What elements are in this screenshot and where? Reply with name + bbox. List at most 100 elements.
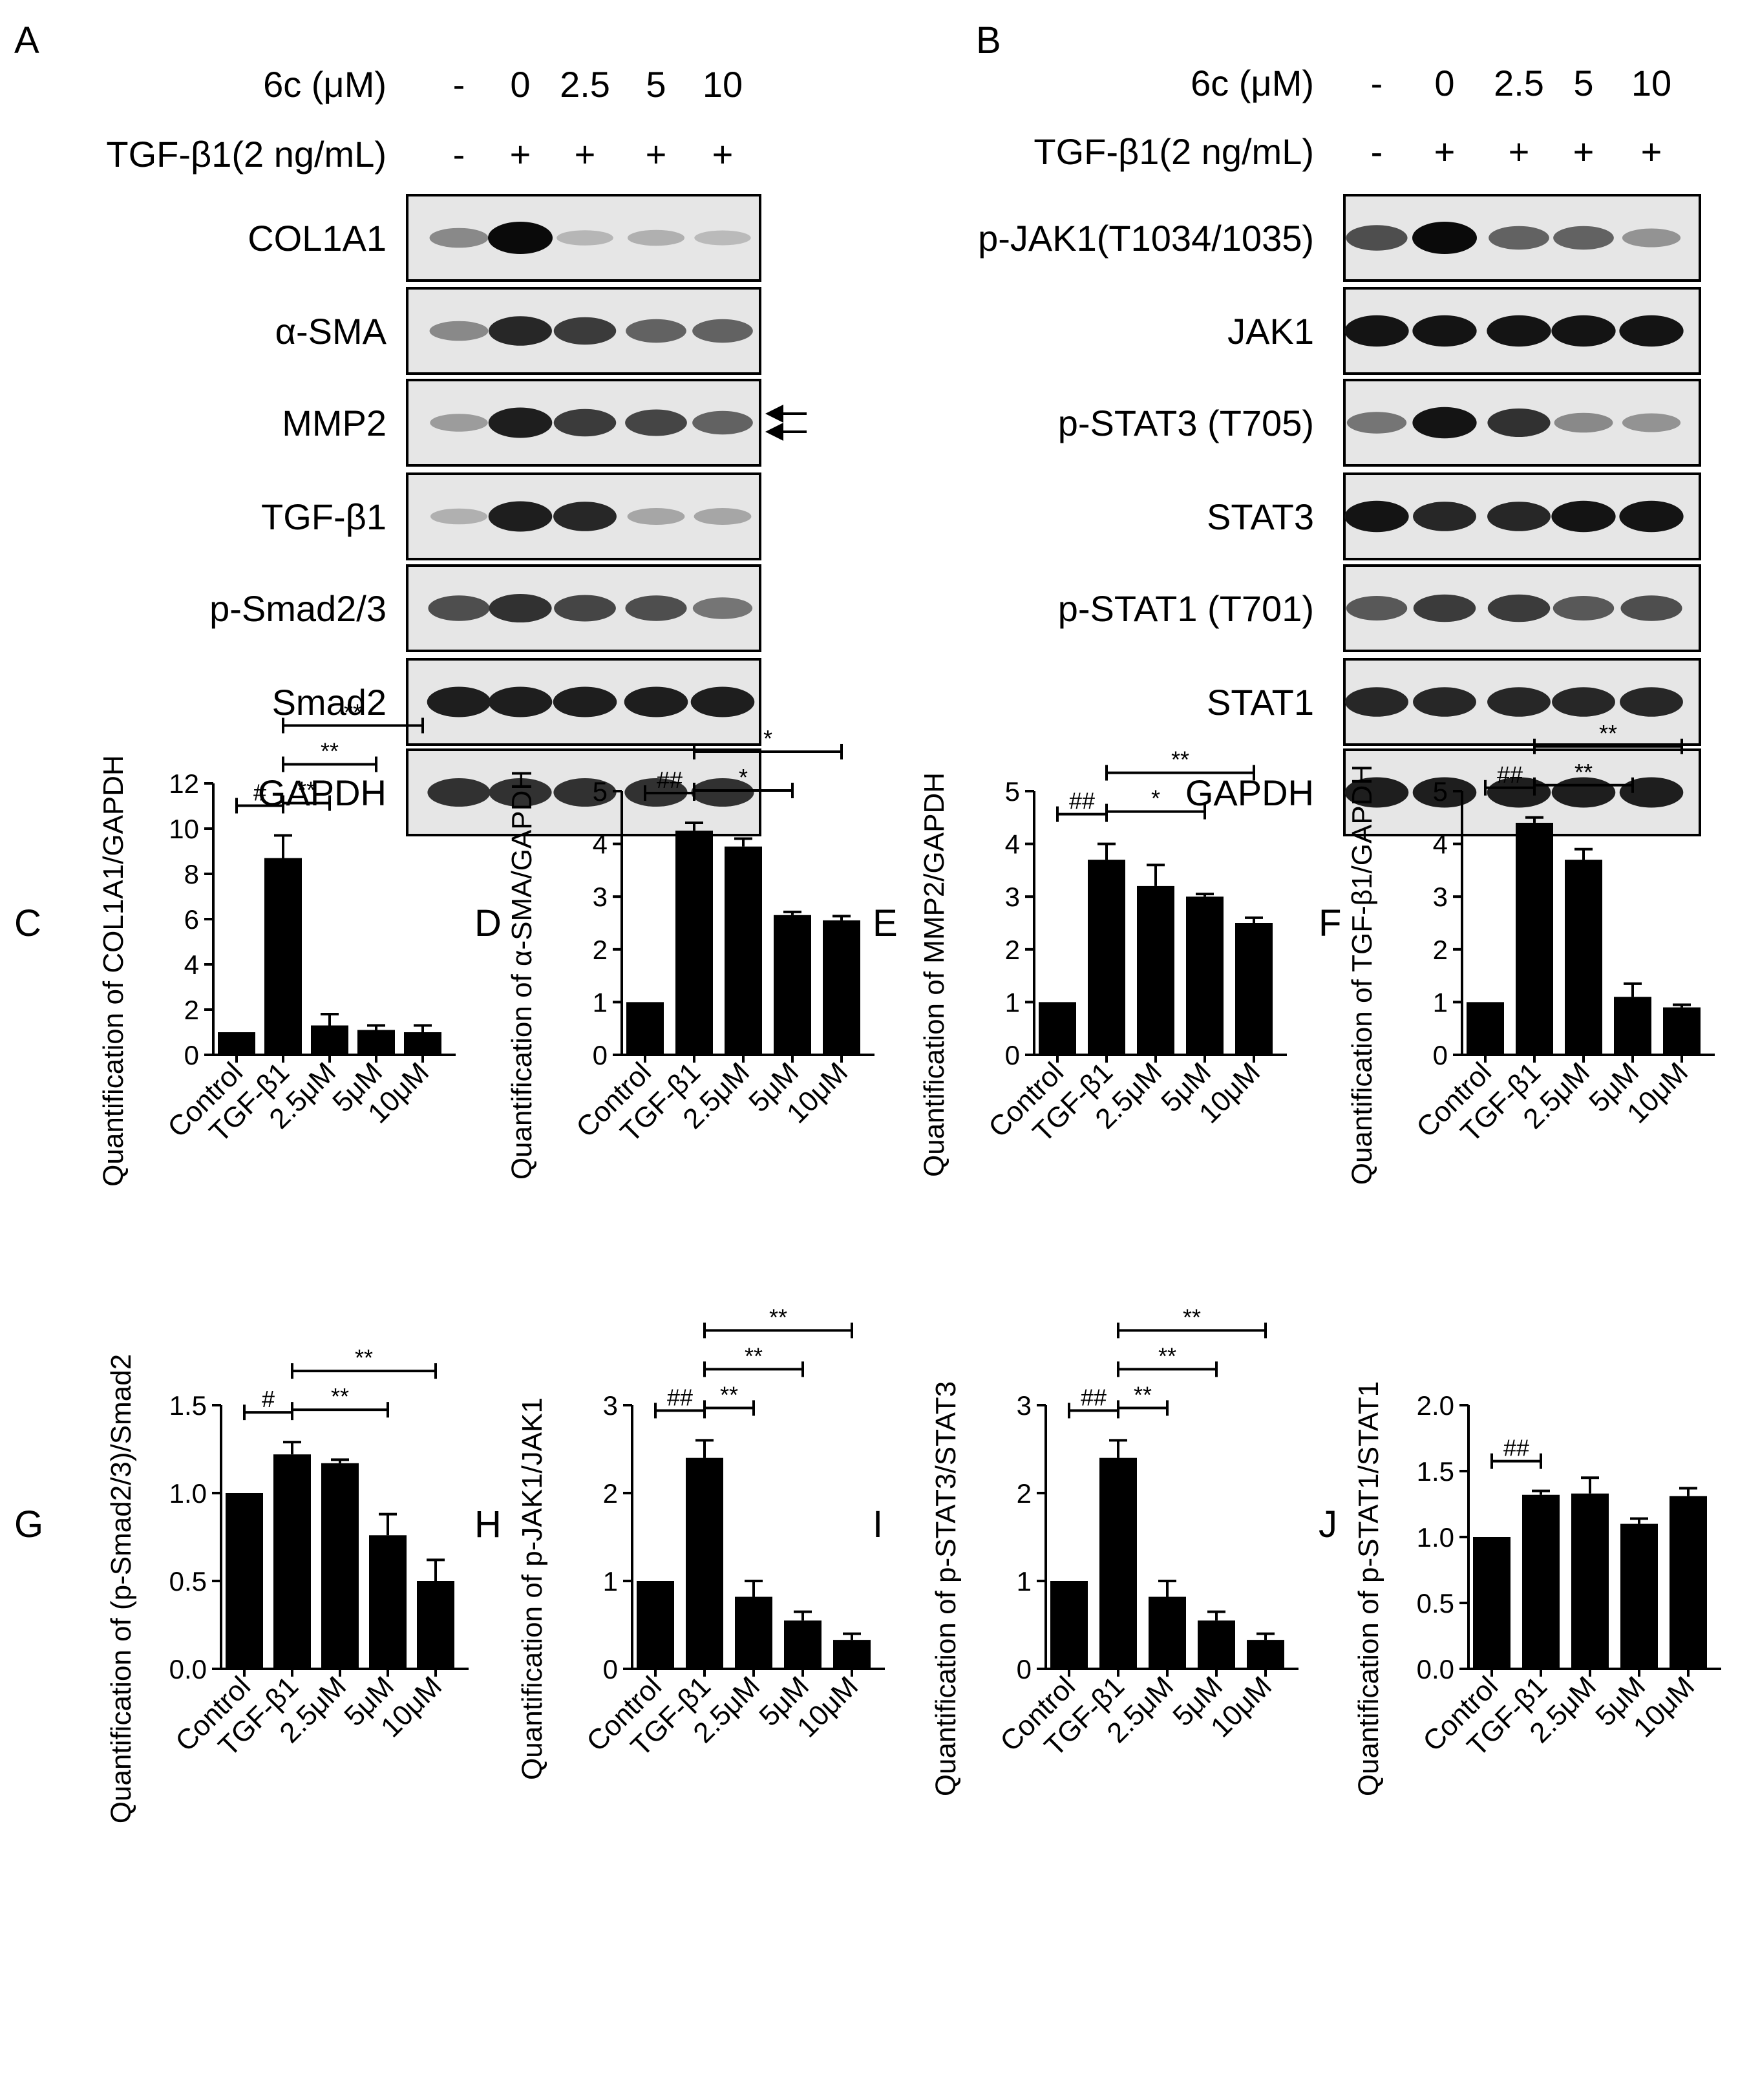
y-axis-label: Quantification of COL1A1/GAPDH: [98, 755, 129, 1187]
y-tick-label: 1.0: [1417, 1522, 1454, 1553]
y-tick-label: 2.0: [1417, 1390, 1454, 1421]
blot-band: [625, 595, 687, 621]
blot-band: [489, 594, 552, 622]
significance-label: **: [1574, 759, 1593, 785]
panel-letter: F: [1319, 902, 1341, 944]
treatment-value: 2.5: [1494, 63, 1544, 103]
bar: [1137, 886, 1174, 1055]
y-tick-label: 1: [603, 1566, 618, 1596]
bar: [1467, 1002, 1504, 1055]
bar: [1620, 1523, 1658, 1669]
y-tick-label: 4: [184, 949, 199, 980]
y-tick-label: 5: [593, 776, 608, 807]
y-tick-label: 5: [1005, 776, 1020, 807]
bar: [823, 920, 860, 1055]
panel-letter: C: [14, 902, 41, 944]
treatment-value: +: [575, 134, 596, 175]
blot-label: GAPDH: [258, 772, 387, 813]
blot-band: [489, 778, 552, 807]
y-tick-label: 5: [1433, 776, 1448, 807]
panel-letter: A: [14, 19, 39, 61]
bar: [218, 1032, 255, 1055]
blot-band: [1619, 315, 1684, 347]
blot-band: [1619, 777, 1684, 808]
blot-band: [488, 501, 553, 532]
blot-band: [1344, 500, 1409, 533]
y-axis-label: Quantification of p-STAT1/STAT1: [1353, 1381, 1384, 1796]
treatment-value: +: [1509, 131, 1530, 172]
y-tick-label: 0.5: [169, 1566, 207, 1596]
bar: [311, 1025, 348, 1055]
blot-band: [553, 502, 617, 531]
bar: [784, 1620, 822, 1669]
y-tick-label: 0: [1433, 1040, 1448, 1070]
y-axis-label: Quantification of (p-Smad2/3)/Smad2: [105, 1354, 137, 1823]
blot-label: STAT1: [1207, 682, 1314, 723]
treatment-value: +: [712, 134, 734, 175]
y-axis-label: Quantification of MMP2/GAPDH: [918, 772, 950, 1177]
blot-band: [1345, 687, 1408, 717]
bar: [404, 1032, 441, 1055]
y-tick-label: 0.0: [1417, 1654, 1454, 1684]
blot-band: [1622, 413, 1681, 432]
treatment-value: -: [1371, 131, 1383, 172]
y-axis-label: Quantification of p-STAT3/STAT3: [930, 1381, 962, 1796]
significance-label: **: [331, 1383, 349, 1410]
blot-band: [627, 229, 685, 246]
blot-band: [1487, 594, 1551, 622]
blot-band: [553, 686, 617, 717]
treatment-value: +: [1434, 131, 1456, 172]
bar: [725, 846, 762, 1055]
treatment-value: 5: [1573, 63, 1593, 103]
y-tick-label: 1: [1433, 987, 1448, 1017]
blot-band: [1412, 222, 1477, 254]
blot-band: [488, 222, 553, 254]
blot-band: [1346, 412, 1407, 434]
significance-label: ##: [1503, 1435, 1529, 1461]
y-tick-label: 3: [1433, 882, 1448, 912]
bar: [735, 1596, 772, 1669]
blot-band: [429, 228, 489, 248]
blot-label: p-STAT1 (T701): [1058, 588, 1314, 629]
significance-label: ##: [657, 767, 683, 793]
y-axis-label: Quantification of TGF-β1/GAPDH: [1346, 765, 1378, 1185]
blot-label: α-SMA: [275, 311, 387, 352]
significance-label: *: [763, 725, 772, 752]
significance-label: **: [769, 1304, 787, 1330]
blot-band: [1344, 315, 1409, 347]
blot-band: [1346, 596, 1408, 620]
panel-letter: E: [873, 902, 898, 944]
bar: [264, 858, 302, 1055]
band-arrow: [765, 405, 783, 423]
blot-band: [1487, 502, 1551, 531]
blot-band: [1553, 226, 1614, 250]
blot-band: [430, 414, 488, 432]
y-tick-label: 0: [1017, 1654, 1032, 1684]
y-tick-label: 6: [184, 904, 199, 935]
treatment-value: -: [1371, 63, 1383, 103]
significance-label: #: [262, 1386, 275, 1412]
blot-band: [1346, 225, 1408, 251]
y-tick-label: 2: [593, 935, 608, 965]
blot-band: [1412, 315, 1477, 347]
treatment-value: +: [1641, 131, 1662, 172]
blot-band: [429, 321, 489, 341]
y-tick-label: 1.5: [169, 1390, 207, 1421]
blot-band: [692, 410, 753, 435]
blot-band: [1344, 777, 1409, 808]
treatment-label: TGF-β1(2 ng/mL): [1034, 131, 1314, 172]
y-tick-label: 1.0: [169, 1478, 207, 1509]
bar: [1247, 1640, 1284, 1669]
y-tick-label: 3: [603, 1390, 618, 1421]
treatment-value: -: [453, 64, 465, 105]
bar: [1198, 1620, 1235, 1669]
blot-band: [1413, 687, 1476, 717]
blot-band: [1551, 500, 1616, 533]
significance-label: **: [321, 738, 339, 765]
bar: [1473, 1537, 1510, 1669]
bar: [226, 1493, 263, 1669]
blot-band: [627, 508, 685, 525]
y-tick-label: 4: [1433, 829, 1448, 860]
